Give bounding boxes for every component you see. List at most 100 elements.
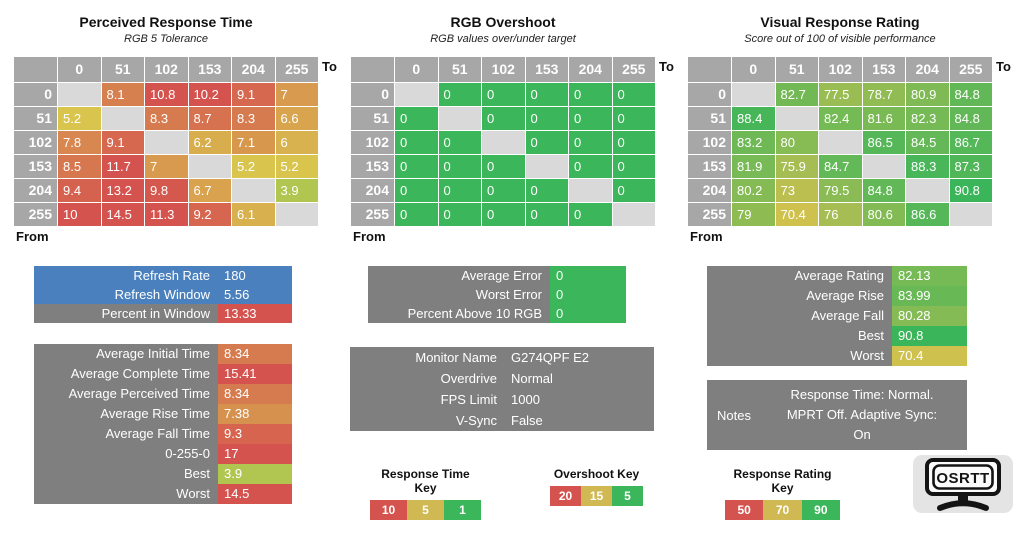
stat-value: 8.34 [218,384,292,404]
stat-value: 0 [550,285,626,304]
heatmap-cell: 6 [275,131,318,154]
stat-value: 8.34 [218,344,292,364]
heatmap-cell [101,107,144,130]
heatmap-cell [438,107,481,130]
stat-row: Percent in Window 13.33 [34,304,292,323]
chart-subtitle: RGB 5 Tolerance [124,33,208,45]
heatmap-rgb-overshoot: 0 51 102 153 204 255 0 0 0 0 0 0 51 0 0 0 0 0 102 0 0 0 0 0 153 0… [351,57,655,226]
stat-value: 0 [550,304,626,323]
heatmap-cell: 0 [482,203,525,226]
heatmap-row-header: 255 [351,203,394,226]
heatmap-cell: 73 [775,179,818,202]
stat-row: Average Rise Time 7.38 [34,404,292,424]
stat-value: 0 [550,266,626,285]
axis-label-from: From [16,229,49,244]
stat-row: Best 90.8 [707,326,967,346]
stat-row: Average Fall 80.28 [707,306,967,326]
stat-row: Monitor Name G274QPF E2 [350,347,654,368]
chart-visual-response-rating: Visual Response Rating Score out of 100 … [688,0,1011,250]
stat-value: 15.41 [218,364,292,384]
heatmap-cell: 0 [395,179,438,202]
heatmap-corner [14,57,57,82]
heatmap-row-header: 204 [351,179,394,202]
stat-row: Refresh Window 5.56 [34,285,292,304]
stat-label: Best [707,326,892,346]
key-response-rating: Response Rating Key 50 70 90 [725,467,840,520]
heatmap-col-header: 102 [145,57,188,82]
heatmap-col-header: 204 [569,57,612,82]
stat-value: 90.8 [892,326,967,346]
stat-row: Refresh Rate 180 [34,266,292,285]
stat-value: 83.99 [892,286,967,306]
panel-refresh-stats: Refresh Rate 180 Refresh Window 5.56 Percent… [34,266,292,323]
stat-label: V-Sync [350,410,505,431]
stat-label: Average Perceived Time [34,384,218,404]
heatmap-cell: 9.2 [188,203,231,226]
heatmap-cell: 79.5 [819,179,862,202]
heatmap-cell: 8.7 [188,107,231,130]
heatmap-cell: 10.2 [188,83,231,106]
heatmap-cell: 5.2 [58,107,101,130]
stat-row: Average Rise 83.99 [707,286,967,306]
heatmap-cell [906,179,949,202]
heatmap-row-header: 0 [14,83,57,106]
heatmap-cell: 75.9 [775,155,818,178]
stat-label: Best [34,464,218,484]
stat-label: Average Rating [707,266,892,286]
stat-value: 14.5 [218,484,292,504]
heatmap-cell: 0 [438,203,481,226]
heatmap-cell: 9.8 [145,179,188,202]
stat-label: Average Rise Time [34,404,218,424]
heatmap-cell [612,203,655,226]
chart-title: RGB Overshoot [450,14,556,30]
heatmap-cell: 82.3 [906,107,949,130]
axis-label-to: To [996,59,1011,74]
heatmap-cell: 10.8 [145,83,188,106]
heatmap-col-header: 153 [862,57,905,82]
heatmap-cell: 6.6 [275,107,318,130]
stat-label: Average Initial Time [34,344,218,364]
stat-value: 3.9 [218,464,292,484]
heatmap-cell: 0 [438,179,481,202]
heatmap-corner [351,57,394,82]
stat-row: Overdrive Normal [350,368,654,389]
heatmap-col-header: 0 [58,57,101,82]
key-title: Overshoot Key [553,467,640,481]
key-bar: 10 5 1 [370,500,481,520]
key-swatch: 20 [550,486,581,506]
heatmap-cell: 86.6 [906,203,949,226]
heatmap-cell: 87.3 [949,155,992,178]
heatmap-col-header: 51 [438,57,481,82]
heatmap-cell: 84.5 [906,131,949,154]
heatmap-cell: 0 [525,203,568,226]
stat-value: G274QPF E2 [505,347,654,368]
heatmap-cell: 0 [612,131,655,154]
heatmap-col-header: 255 [275,57,318,82]
heatmap-cell: 10 [58,203,101,226]
heatmap-cell: 0 [395,131,438,154]
heatmap-cell [862,155,905,178]
heatmap-row-header: 0 [688,83,731,106]
heatmap-cell: 8.5 [58,155,101,178]
panel-overshoot-error-stats: Average Error 0 Worst Error 0 Percent Above … [368,266,626,323]
axis-label-from: From [690,229,723,244]
heatmap-cell: 84.7 [819,155,862,178]
panel-response-time-stats: Average Initial Time 8.34 Average Complete… [34,344,292,504]
chart-rgb-overshoot: RGB Overshoot RGB values over/under targ… [351,0,674,250]
key-swatch: 70 [763,500,802,520]
stat-label: Refresh Window [34,285,218,304]
heatmap-cell [232,179,275,202]
panel-rating-stats: Average Rating 82.13 Average Rise 83.99 Aver… [707,266,967,366]
key-swatch: 90 [801,500,840,520]
heatmap-row-header: 102 [351,131,394,154]
stat-row: Worst 14.5 [34,484,292,504]
heatmap-col-header: 255 [949,57,992,82]
axis-label-from: From [353,229,386,244]
stat-label: Monitor Name [350,347,505,368]
stat-row: 0-255-0 17 [34,444,292,464]
heatmap-row-header: 51 [688,107,731,130]
heatmap-cell: 0 [525,131,568,154]
key-swatch: 50 [725,500,764,520]
heatmap-cell: 0 [569,155,612,178]
